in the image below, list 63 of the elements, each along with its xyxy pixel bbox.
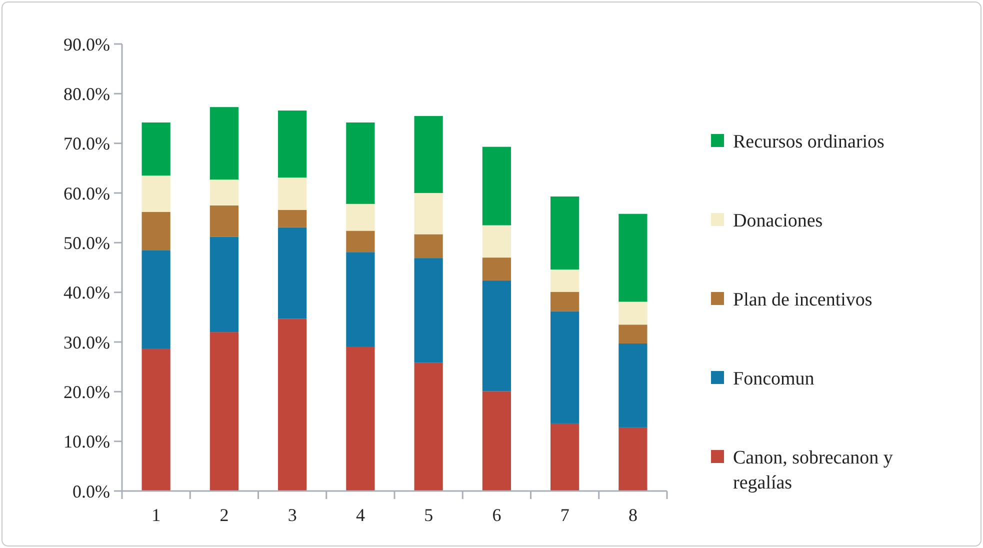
x-tick-label: 3 [288, 505, 297, 525]
bar [414, 362, 443, 491]
legend-label: Plan de incentivos [733, 290, 872, 311]
bar [482, 391, 511, 491]
y-tick-label: 90.0% [64, 34, 110, 54]
bar [346, 204, 375, 231]
bar [210, 107, 238, 180]
legend-label: Canon, sobrecanon y regalías [733, 448, 894, 494]
bar [550, 196, 580, 270]
bar [278, 210, 307, 228]
x-tick-label: 2 [220, 505, 229, 525]
bar [618, 324, 648, 344]
bar [482, 258, 511, 280]
y-tick-label: 40.0% [64, 282, 110, 303]
bar [346, 122, 375, 204]
bar [210, 236, 238, 332]
bar [142, 348, 170, 491]
bar [210, 332, 238, 491]
bar [414, 193, 443, 234]
bar [482, 225, 511, 258]
bar [414, 234, 443, 258]
bar [210, 180, 238, 206]
legend-label: Donaciones [733, 210, 823, 232]
bar [550, 292, 580, 312]
bar [346, 230, 375, 252]
bar [142, 250, 170, 349]
y-tick-label: 10.0% [64, 432, 110, 452]
bar [414, 116, 443, 193]
bar [482, 280, 511, 392]
x-tick-label: 4 [356, 505, 365, 525]
legend-label: Foncomun [733, 368, 815, 390]
bar [142, 212, 170, 250]
bar [278, 227, 307, 319]
bar [210, 205, 238, 237]
bar [618, 427, 648, 491]
y-tick-label: 30.0% [64, 332, 110, 352]
bar [550, 423, 580, 491]
bar [550, 269, 580, 292]
bar [278, 110, 307, 178]
x-tick-label: 8 [628, 505, 638, 525]
bar [278, 178, 307, 210]
y-tick-label: 50.0% [64, 232, 110, 253]
bar [346, 346, 375, 491]
bar [618, 343, 648, 428]
x-tick-label: 1 [152, 505, 161, 525]
y-tick-label: 70.0% [64, 134, 110, 154]
x-tick-label: 6 [492, 505, 502, 525]
y-tick-label: 80.0% [64, 84, 110, 104]
legend-label: Recursos ordinarios [733, 132, 884, 153]
y-tick-label: 20.0% [64, 382, 110, 402]
bar [618, 214, 648, 302]
bar [142, 176, 170, 212]
bar [618, 302, 648, 325]
y-tick-label: 0.0% [72, 481, 110, 502]
bar [550, 311, 580, 424]
bar [142, 122, 170, 176]
x-tick-label: 7 [560, 505, 570, 525]
bar [482, 146, 511, 226]
x-tick-label: 5 [424, 505, 434, 525]
bar [278, 318, 307, 491]
bar [346, 252, 375, 347]
y-tick-label: 60.0% [64, 183, 110, 204]
bar [414, 258, 443, 363]
